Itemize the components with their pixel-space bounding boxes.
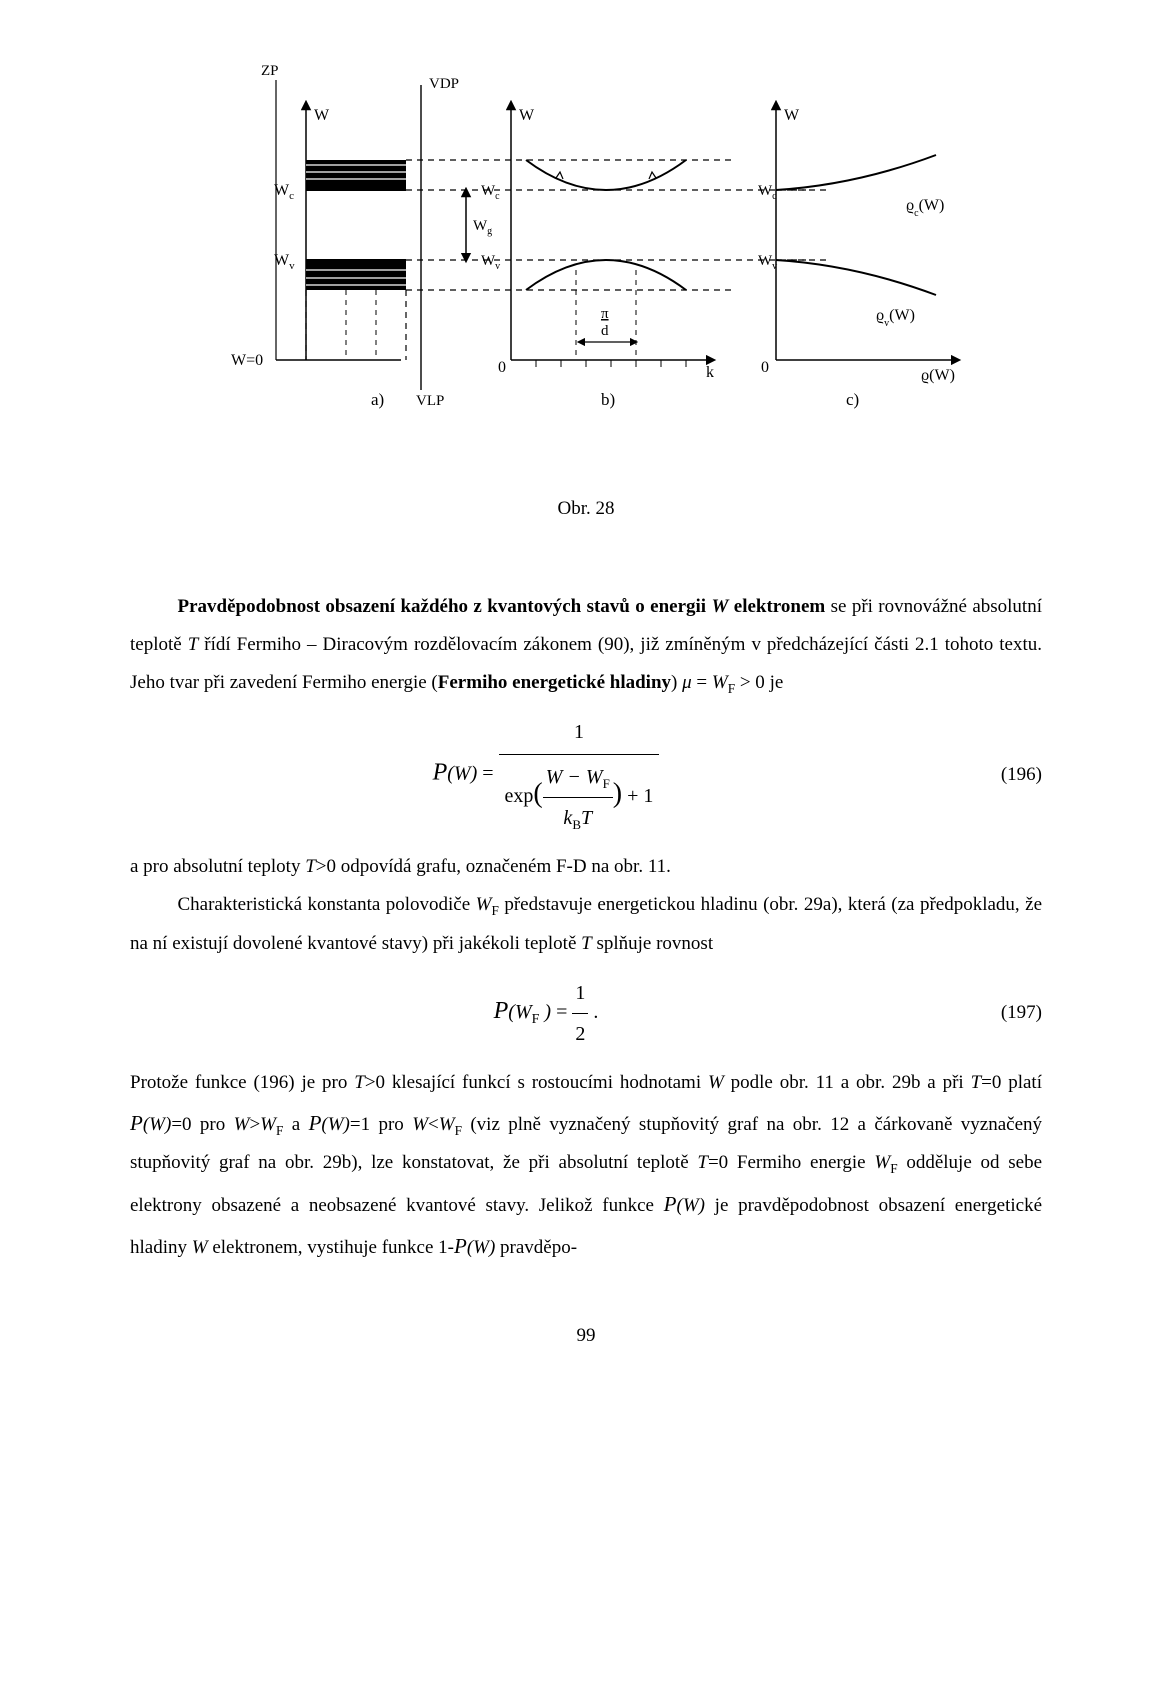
label-rhoW: ϱ(W): [921, 367, 955, 384]
label-wzero: W=0: [231, 352, 263, 369]
svg-text:Wv: Wv: [274, 252, 295, 272]
label-vdp: VDP: [429, 76, 459, 92]
svg-text:Wv: Wv: [758, 253, 777, 272]
svg-text:W: W: [519, 107, 535, 124]
svg-text:Wg: Wg: [473, 218, 492, 237]
svg-text:ϱc(W): ϱc(W): [906, 197, 944, 219]
label-c: c): [846, 390, 859, 409]
label-vlp: VLP: [416, 393, 444, 409]
eqnum-196: (196): [962, 756, 1042, 794]
paragraph-4: Protože funkce (196) je pro T>0 klesajíc…: [130, 1064, 1042, 1267]
paragraph-1: Pravděpodobnost obsazení každého z kvant…: [130, 588, 1042, 702]
svg-text:Wv: Wv: [481, 253, 500, 272]
page-number: 99: [130, 1317, 1042, 1355]
panel-b: W 0 k Wc Wv Wg π d b): [406, 105, 806, 409]
equation-196: P(W) = 1 exp( W − WF kBT ) + 1 (196): [130, 712, 1042, 838]
svg-text:Wc: Wc: [481, 183, 500, 202]
figure-caption: Obr. 28: [130, 490, 1042, 528]
equation-197: P(WF ) = 1 2 . (197): [130, 973, 1042, 1054]
eqnum-197: (197): [962, 994, 1042, 1032]
svg-text:d: d: [601, 323, 609, 339]
svg-text:W: W: [784, 107, 800, 124]
label-zp: ZP: [261, 63, 279, 79]
svg-text:0: 0: [498, 359, 506, 376]
panel-a: W ZP W=0 Wc Wv VDP VLP a): [231, 63, 459, 409]
svg-text:π: π: [601, 306, 609, 322]
paragraph-3: Charakteristická konstanta polovodiče WF…: [130, 886, 1042, 962]
paragraph-2: a pro absolutní teploty T>0 odpovídá gra…: [130, 848, 1042, 886]
svg-text:k: k: [706, 364, 714, 381]
axis-label-w-a: W: [314, 107, 330, 124]
svg-text:ϱv(W): ϱv(W): [876, 307, 915, 329]
label-b: b): [601, 390, 615, 409]
panel-c: W 0 ϱ(W) Wc Wv ϱc(W) ϱv(W) c): [758, 105, 956, 409]
svg-text:0: 0: [761, 359, 769, 376]
label-a: a): [371, 390, 384, 409]
figure-28: W ZP W=0 Wc Wv VDP VLP a): [206, 60, 966, 430]
svg-text:Wc: Wc: [758, 183, 777, 202]
svg-text:Wc: Wc: [274, 182, 294, 202]
